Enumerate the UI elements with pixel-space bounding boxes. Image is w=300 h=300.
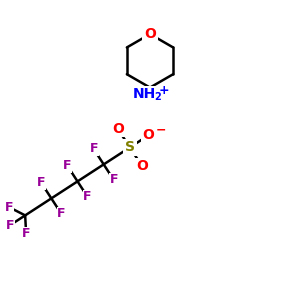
Text: O: O (142, 128, 154, 142)
Text: F: F (110, 173, 118, 186)
Text: F: F (89, 142, 98, 155)
Text: S: S (125, 140, 135, 154)
Text: F: F (4, 200, 13, 214)
Text: 2: 2 (154, 92, 161, 102)
Text: +: + (159, 84, 169, 97)
Text: F: F (22, 227, 30, 240)
Text: −: − (156, 123, 166, 136)
Text: F: F (57, 207, 66, 220)
Text: F: F (83, 190, 92, 203)
Text: O: O (136, 159, 148, 173)
Text: NH: NH (133, 87, 156, 101)
Text: F: F (5, 219, 14, 232)
Text: O: O (112, 122, 124, 136)
Text: F: F (63, 159, 72, 172)
Text: F: F (37, 176, 46, 189)
Text: O: O (144, 27, 156, 41)
